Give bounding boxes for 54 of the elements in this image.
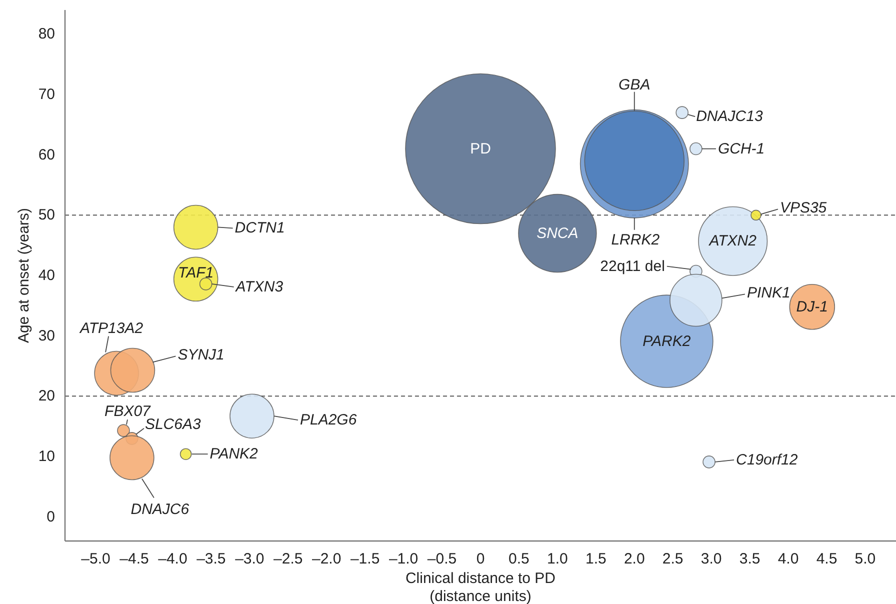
series-label: LRRK2 bbox=[611, 231, 660, 248]
series-label: C19orf12 bbox=[736, 451, 798, 468]
x-tick-label: 0 bbox=[476, 550, 485, 568]
x-tick-label: –2.0 bbox=[312, 550, 342, 568]
y-tick-label: 0 bbox=[46, 508, 55, 526]
series-label: TAF1 bbox=[178, 264, 214, 282]
x-tick-label: 1.0 bbox=[547, 550, 568, 568]
series-label: PARK2 bbox=[642, 332, 692, 350]
y-tick-label: 60 bbox=[38, 146, 55, 164]
series-label: VPS35 bbox=[780, 200, 828, 217]
series-label: GCH-1 bbox=[718, 140, 765, 158]
x-tick-label: 3.5 bbox=[739, 550, 760, 568]
series-label: SYNJ1 bbox=[178, 346, 224, 364]
x-axis-title: Clinical distance to PD (distance units) bbox=[405, 570, 556, 604]
x-tick-label: –0.5 bbox=[427, 550, 457, 568]
series-label: PLA2G6 bbox=[300, 412, 358, 429]
x-tick-label: 4.5 bbox=[816, 550, 838, 568]
x-tick-label: –3.5 bbox=[196, 550, 226, 568]
series-label: 22q11 del bbox=[600, 258, 665, 275]
x-tick-label: –5.0 bbox=[81, 550, 110, 568]
series-label: PINK1 bbox=[746, 284, 790, 302]
x-tick-label: 1.5 bbox=[585, 550, 606, 568]
series-label: PD bbox=[470, 140, 492, 158]
x-tick-label: –4.0 bbox=[158, 550, 188, 568]
x-tick-label: 2.5 bbox=[662, 550, 684, 568]
x-tick-label: 0.5 bbox=[508, 550, 530, 568]
y-tick-label: 30 bbox=[38, 327, 55, 344]
series-label: ATP13A2 bbox=[79, 320, 144, 337]
series-label: DNAJC13 bbox=[696, 108, 764, 126]
series-label: PANK2 bbox=[210, 446, 259, 463]
x-tick-label: 4.0 bbox=[778, 550, 799, 568]
series-label: DJ-1 bbox=[796, 298, 828, 316]
x-tick-label: –1.5 bbox=[350, 550, 380, 568]
y-tick-label: 20 bbox=[38, 388, 55, 405]
series-label: ATXN3 bbox=[234, 278, 284, 296]
y-axis-title: Age at onset (years) bbox=[16, 208, 32, 344]
series-label: SLC6A3 bbox=[144, 416, 202, 433]
x-tick-label: 5.0 bbox=[854, 550, 876, 568]
x-tick-label: –1.0 bbox=[388, 550, 418, 568]
series-label: ATXN2 bbox=[708, 232, 758, 250]
x-tick-label: –2.5 bbox=[274, 550, 303, 568]
series-label: GBA bbox=[618, 76, 650, 94]
series-label: DNAJC6 bbox=[130, 501, 190, 518]
y-tick-label: 70 bbox=[38, 86, 55, 103]
y-tick-label: 10 bbox=[38, 448, 55, 466]
x-tick-label: –3.0 bbox=[235, 550, 264, 568]
series-label: SNCA bbox=[536, 224, 578, 242]
series-label: DCTN1 bbox=[234, 220, 285, 237]
x-tick-label: –4.5 bbox=[120, 550, 149, 568]
x-tick-label: 2.0 bbox=[624, 550, 645, 568]
y-tick-label: 40 bbox=[38, 267, 55, 284]
x-tick-label: 3.0 bbox=[700, 550, 722, 568]
y-tick-label: 50 bbox=[38, 206, 55, 224]
y-tick-label: 80 bbox=[38, 26, 55, 43]
